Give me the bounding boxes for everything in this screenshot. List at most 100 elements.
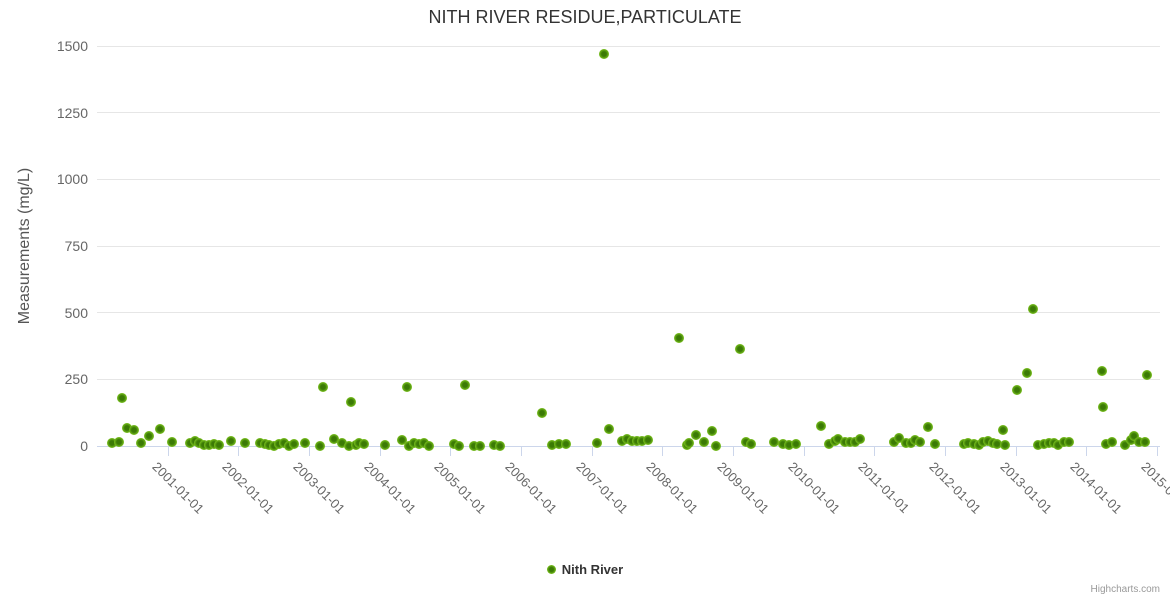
- data-point[interactable]: [1097, 402, 1108, 413]
- data-point[interactable]: [315, 441, 326, 451]
- data-point[interactable]: [453, 441, 464, 451]
- data-point[interactable]: [424, 441, 435, 451]
- data-point[interactable]: [460, 380, 471, 391]
- x-axis-tick: [1157, 446, 1159, 456]
- y-axis-tick-label: 1250: [56, 104, 88, 121]
- data-point[interactable]: [353, 438, 364, 449]
- data-point[interactable]: [690, 429, 701, 440]
- data-point[interactable]: [839, 437, 850, 447]
- data-point[interactable]: [791, 438, 801, 449]
- data-point[interactable]: [396, 435, 407, 446]
- data-point[interactable]: [1033, 439, 1044, 450]
- data-point[interactable]: [117, 393, 128, 403]
- data-point[interactable]: [598, 49, 609, 59]
- data-point[interactable]: [683, 437, 694, 448]
- data-point[interactable]: [106, 438, 117, 449]
- data-point[interactable]: [344, 441, 355, 451]
- x-axis-tick: [662, 446, 664, 456]
- x-axis-tick: [945, 446, 947, 456]
- data-point[interactable]: [998, 425, 1009, 435]
- data-point[interactable]: [214, 439, 225, 450]
- data-point[interactable]: [1063, 437, 1074, 448]
- data-point[interactable]: [154, 423, 165, 434]
- data-point[interactable]: [636, 435, 647, 446]
- y-axis-tick-label: 1000: [56, 171, 88, 188]
- data-point[interactable]: [833, 434, 844, 445]
- data-point[interactable]: [1140, 437, 1151, 447]
- data-point[interactable]: [963, 438, 974, 449]
- data-point[interactable]: [328, 434, 339, 445]
- data-point[interactable]: [711, 441, 722, 451]
- data-point[interactable]: [489, 439, 500, 450]
- data-point[interactable]: [537, 407, 548, 418]
- data-point[interactable]: [318, 382, 329, 393]
- data-point[interactable]: [166, 437, 177, 447]
- x-axis-tick: [591, 446, 593, 456]
- data-point[interactable]: [143, 430, 154, 441]
- data-point[interactable]: [815, 421, 826, 431]
- data-point[interactable]: [1097, 366, 1108, 377]
- x-axis-tick-label: 2006-01-01: [502, 459, 561, 517]
- data-point[interactable]: [359, 438, 370, 449]
- data-point[interactable]: [1106, 437, 1117, 447]
- data-point[interactable]: [1120, 439, 1131, 450]
- data-point[interactable]: [923, 421, 934, 432]
- data-point[interactable]: [469, 441, 480, 451]
- data-point[interactable]: [402, 381, 413, 392]
- data-point[interactable]: [346, 397, 357, 407]
- data-point[interactable]: [547, 439, 558, 450]
- highcharts-credit-link[interactable]: Highcharts.com: [1090, 584, 1160, 595]
- data-point[interactable]: [706, 426, 717, 437]
- data-point[interactable]: [769, 437, 780, 447]
- y-gridline: [97, 378, 1160, 380]
- data-point[interactable]: [992, 438, 1003, 449]
- data-point[interactable]: [336, 438, 347, 449]
- legend[interactable]: Nith River: [0, 562, 1170, 577]
- x-axis-tick-label: 2012-01-01: [926, 459, 985, 517]
- data-point[interactable]: [379, 439, 390, 450]
- data-point[interactable]: [745, 438, 756, 449]
- x-axis-tick-label: 2011-01-01: [855, 459, 913, 516]
- data-point[interactable]: [129, 425, 140, 435]
- data-point[interactable]: [699, 437, 710, 447]
- data-point[interactable]: [299, 438, 310, 449]
- data-point[interactable]: [854, 434, 865, 445]
- data-point[interactable]: [1128, 430, 1139, 441]
- data-point[interactable]: [1000, 439, 1011, 450]
- data-point[interactable]: [193, 438, 204, 449]
- data-point[interactable]: [603, 423, 614, 434]
- data-point[interactable]: [900, 438, 911, 449]
- data-point[interactable]: [113, 437, 124, 447]
- data-point[interactable]: [1133, 437, 1144, 447]
- y-gridline: [97, 112, 1160, 114]
- data-point[interactable]: [1142, 370, 1153, 381]
- data-point[interactable]: [1053, 439, 1064, 450]
- data-point[interactable]: [135, 438, 146, 449]
- data-point[interactable]: [591, 438, 602, 449]
- data-point[interactable]: [915, 437, 926, 447]
- data-point[interactable]: [239, 438, 250, 449]
- data-point[interactable]: [777, 438, 788, 449]
- data-point[interactable]: [673, 333, 684, 343]
- data-point[interactable]: [226, 435, 237, 446]
- data-point[interactable]: [929, 438, 940, 449]
- data-point[interactable]: [735, 343, 746, 354]
- data-point[interactable]: [888, 437, 899, 447]
- data-point[interactable]: [561, 438, 572, 449]
- data-point[interactable]: [121, 422, 132, 433]
- data-point[interactable]: [783, 439, 794, 450]
- data-point[interactable]: [1012, 385, 1023, 395]
- data-point[interactable]: [1028, 303, 1039, 314]
- data-point[interactable]: [1101, 438, 1112, 449]
- data-point[interactable]: [554, 438, 565, 449]
- data-point[interactable]: [494, 441, 505, 451]
- y-axis-tick-label: 0: [80, 438, 88, 454]
- data-point[interactable]: [475, 441, 486, 451]
- data-point[interactable]: [894, 433, 905, 443]
- x-axis-tick-label: 2010-01-01: [785, 459, 843, 517]
- data-point[interactable]: [289, 438, 300, 449]
- legend-series-label: Nith River: [561, 562, 624, 577]
- data-point[interactable]: [1022, 367, 1033, 378]
- data-point[interactable]: [642, 435, 653, 446]
- data-point[interactable]: [823, 438, 834, 449]
